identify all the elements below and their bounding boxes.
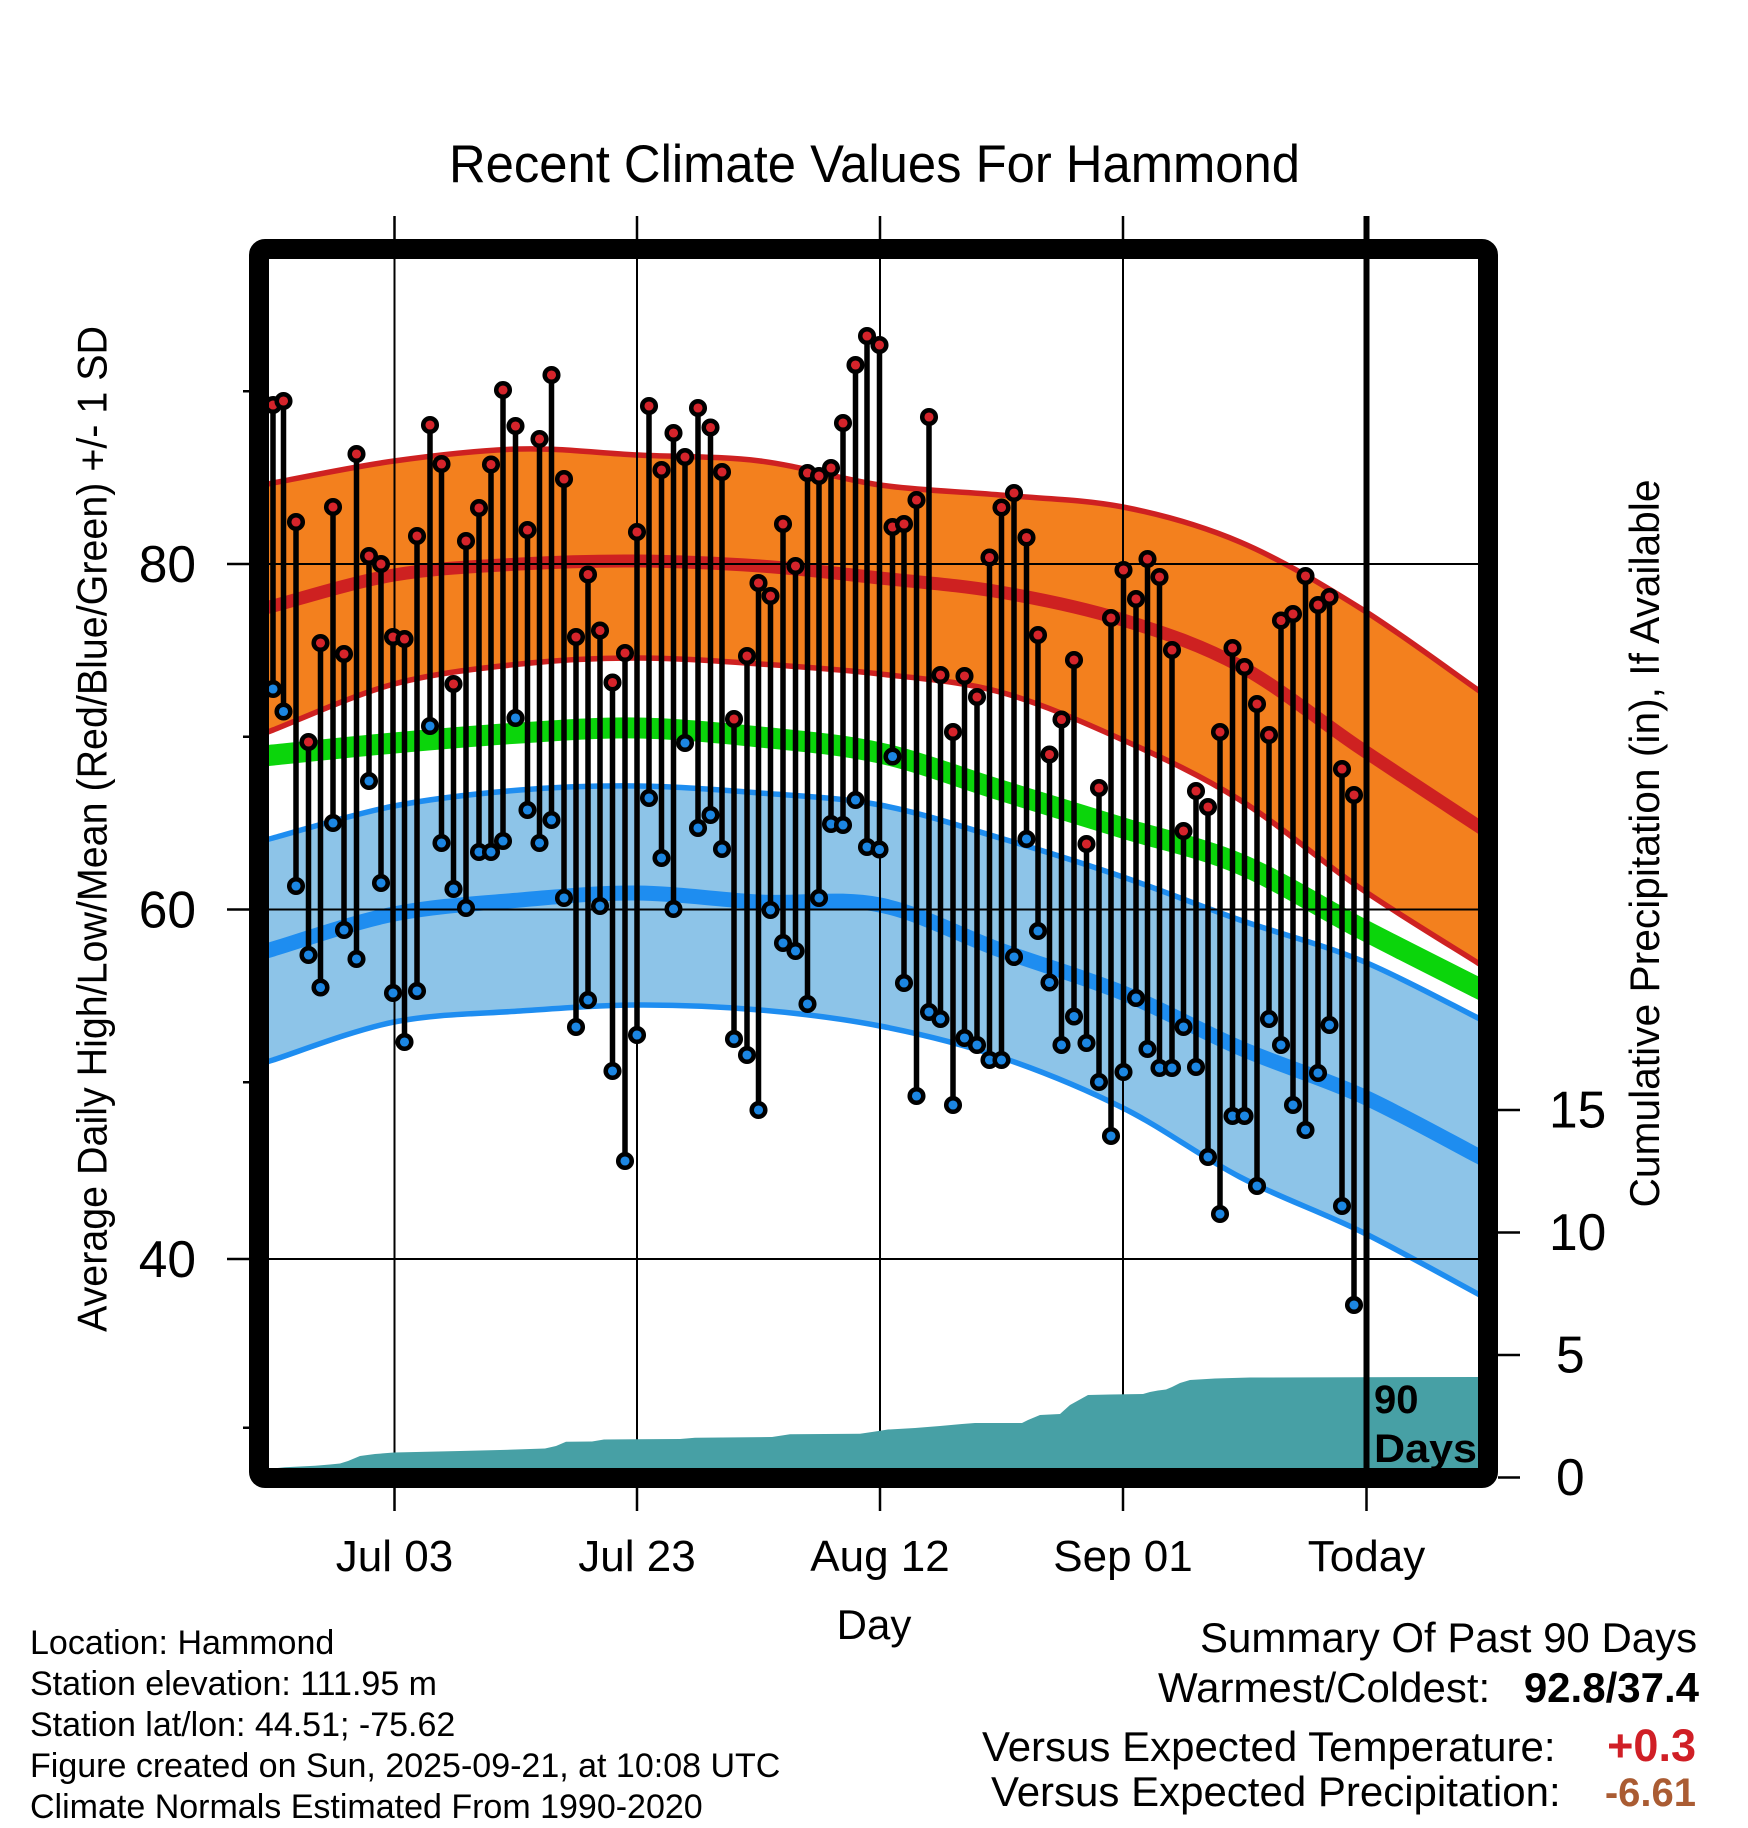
svg-text:Location: Hammond: Location: Hammond xyxy=(30,1624,334,1662)
svg-text:Figure created on Sun, 2025-09: Figure created on Sun, 2025-09-21, at 10… xyxy=(30,1747,780,1785)
svg-text:Warmest/Coldest:: Warmest/Coldest: xyxy=(1158,1664,1490,1711)
svg-text:-6.61: -6.61 xyxy=(1605,1771,1696,1815)
svg-text:80: 80 xyxy=(139,535,196,593)
svg-text:60: 60 xyxy=(139,881,196,939)
svg-text:Station lat/lon: 44.51; -75.62: Station lat/lon: 44.51; -75.62 xyxy=(30,1706,455,1744)
svg-text:Day: Day xyxy=(837,1601,912,1648)
svg-text:Versus Expected Temperature:: Versus Expected Temperature: xyxy=(982,1723,1556,1770)
svg-text:Climate Normals Estimated From: Climate Normals Estimated From 1990-2020 xyxy=(30,1788,703,1826)
svg-text:Aug 12: Aug 12 xyxy=(810,1532,949,1581)
svg-text:Jul 03: Jul 03 xyxy=(336,1532,453,1581)
svg-text:+0.3: +0.3 xyxy=(1607,1720,1696,1771)
svg-text:90: 90 xyxy=(1374,1378,1419,1422)
svg-text:Recent Climate Values For Hamm: Recent Climate Values For Hammond xyxy=(449,135,1300,194)
svg-text:Sep 01: Sep 01 xyxy=(1053,1532,1192,1581)
svg-text:Average Daily High/Low/Mean (R: Average Daily High/Low/Mean (Red/Blue/Gr… xyxy=(69,326,116,1332)
svg-text:5: 5 xyxy=(1556,1326,1585,1384)
svg-text:40: 40 xyxy=(139,1230,196,1288)
svg-text:Versus Expected Precipitation:: Versus Expected Precipitation: xyxy=(991,1768,1561,1815)
svg-text:Days: Days xyxy=(1374,1427,1477,1471)
svg-text:Summary Of Past 90 Days: Summary Of Past 90 Days xyxy=(1200,1614,1697,1661)
svg-text:Station elevation: 111.95 m: Station elevation: 111.95 m xyxy=(30,1665,437,1703)
svg-text:10: 10 xyxy=(1549,1203,1606,1261)
svg-text:Today: Today xyxy=(1308,1532,1425,1581)
svg-text:92.8/37.4: 92.8/37.4 xyxy=(1524,1664,1700,1711)
svg-text:15: 15 xyxy=(1549,1081,1606,1139)
svg-text:Jul 23: Jul 23 xyxy=(578,1532,695,1581)
svg-text:Cumulative Precipitation (in),: Cumulative Precipitation (in), If Availa… xyxy=(1621,480,1668,1208)
svg-text:0: 0 xyxy=(1556,1448,1585,1506)
